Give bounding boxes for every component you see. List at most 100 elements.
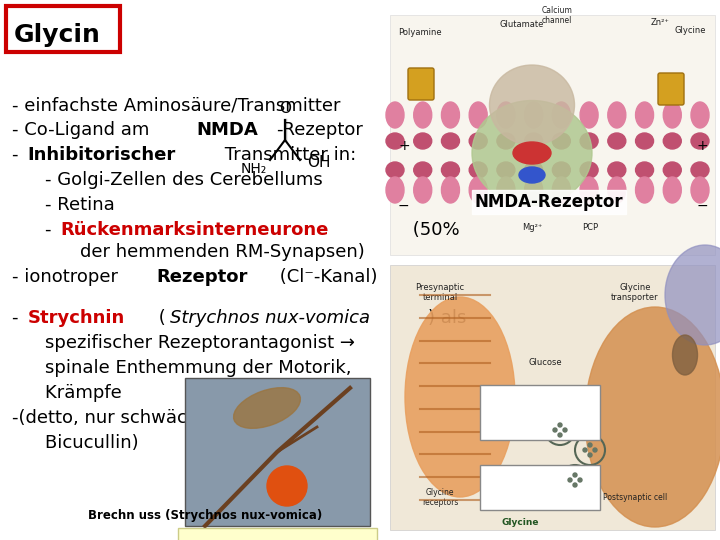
- Text: Glycin: Glycin: [14, 23, 101, 47]
- Ellipse shape: [636, 162, 654, 178]
- Text: -: -: [45, 221, 58, 239]
- Ellipse shape: [469, 162, 487, 178]
- Ellipse shape: [608, 102, 626, 128]
- Ellipse shape: [525, 102, 543, 128]
- Ellipse shape: [519, 167, 545, 183]
- Ellipse shape: [441, 133, 459, 149]
- Ellipse shape: [578, 478, 582, 482]
- Bar: [185, 378, 370, 526]
- Text: Polyamine: Polyamine: [398, 28, 442, 37]
- Ellipse shape: [593, 448, 597, 452]
- Text: - ionotroper: - ionotroper: [12, 268, 124, 286]
- Text: -: -: [12, 146, 24, 164]
- Text: NMDA-Rezeptor: NMDA-Rezeptor: [474, 193, 623, 211]
- Ellipse shape: [490, 65, 575, 145]
- Ellipse shape: [497, 177, 515, 203]
- Ellipse shape: [608, 177, 626, 203]
- Ellipse shape: [233, 388, 300, 428]
- Ellipse shape: [414, 162, 432, 178]
- Ellipse shape: [568, 478, 572, 482]
- Ellipse shape: [608, 133, 626, 149]
- Ellipse shape: [441, 162, 459, 178]
- Text: +: +: [697, 139, 708, 153]
- Ellipse shape: [414, 133, 432, 149]
- Ellipse shape: [552, 162, 570, 178]
- Ellipse shape: [405, 297, 515, 497]
- Text: −: −: [697, 199, 708, 213]
- Text: Strychnos nux-vomica: Strychnos nux-vomica: [170, 309, 370, 327]
- Ellipse shape: [441, 102, 459, 128]
- Bar: [480, 385, 600, 440]
- Ellipse shape: [580, 162, 598, 178]
- Bar: [390, 15, 715, 255]
- Text: Inhibitorischer: Inhibitorischer: [28, 146, 176, 164]
- Ellipse shape: [553, 428, 557, 432]
- Text: Postsynaptic cell: Postsynaptic cell: [603, 493, 667, 502]
- Text: Rückenmarksinterneurone: Rückenmarksinterneurone: [60, 221, 329, 239]
- Text: OH: OH: [307, 155, 330, 170]
- Ellipse shape: [497, 133, 515, 149]
- Ellipse shape: [573, 473, 577, 477]
- Text: - Co-Ligand am: - Co-Ligand am: [12, 121, 155, 139]
- Ellipse shape: [563, 428, 567, 432]
- Ellipse shape: [525, 133, 543, 149]
- Text: Glycine: Glycine: [480, 473, 511, 482]
- Text: Mg²⁺: Mg²⁺: [522, 223, 542, 232]
- Ellipse shape: [583, 448, 587, 452]
- Ellipse shape: [513, 142, 551, 164]
- FancyBboxPatch shape: [658, 73, 684, 105]
- Text: NH₂: NH₂: [240, 162, 267, 176]
- Ellipse shape: [691, 133, 709, 149]
- Text: - Golgi-Zellen des Cerebellums: - Golgi-Zellen des Cerebellums: [45, 171, 323, 189]
- Ellipse shape: [386, 133, 404, 149]
- Text: der hemmenden RM-Synapsen): der hemmenden RM-Synapsen): [80, 243, 365, 261]
- Bar: [390, 265, 715, 530]
- Text: Strychnin: Strychnin: [28, 309, 125, 327]
- Ellipse shape: [588, 443, 592, 447]
- Ellipse shape: [636, 133, 654, 149]
- Ellipse shape: [386, 102, 404, 128]
- Text: Bicucullin): Bicucullin): [22, 434, 139, 452]
- Ellipse shape: [691, 162, 709, 178]
- Text: (Cl⁻-Kanal): (Cl⁻-Kanal): [274, 268, 377, 286]
- Ellipse shape: [497, 102, 515, 128]
- Ellipse shape: [414, 102, 432, 128]
- Ellipse shape: [580, 177, 598, 203]
- Text: spinale Enthemmung der Motorik,: spinale Enthemmung der Motorik,: [22, 359, 351, 377]
- Ellipse shape: [552, 177, 570, 203]
- Text: Glycine
receptors: Glycine receptors: [422, 488, 458, 507]
- Ellipse shape: [573, 483, 577, 487]
- Text: Transmitter in:: Transmitter in:: [219, 146, 356, 164]
- Text: Serine: Serine: [480, 403, 507, 412]
- Ellipse shape: [636, 177, 654, 203]
- Text: (: (: [153, 309, 166, 327]
- Ellipse shape: [585, 307, 720, 527]
- Ellipse shape: [497, 162, 515, 178]
- Ellipse shape: [691, 177, 709, 203]
- Ellipse shape: [558, 423, 562, 427]
- Bar: [480, 465, 600, 510]
- Ellipse shape: [441, 177, 459, 203]
- Text: Glutamate: Glutamate: [500, 20, 544, 29]
- Text: NMDA: NMDA: [197, 121, 258, 139]
- Text: - Retina: - Retina: [45, 196, 114, 214]
- Text: Glycine: Glycine: [674, 26, 706, 35]
- Text: Calcium
channel: Calcium channel: [541, 5, 572, 25]
- Text: Brechn uss (Strychnos nux-vomica): Brechn uss (Strychnos nux-vomica): [88, 510, 322, 523]
- Ellipse shape: [267, 466, 307, 506]
- Text: O: O: [279, 101, 291, 116]
- Ellipse shape: [469, 102, 487, 128]
- Text: - einfachste Aminosäure/Transmitter: - einfachste Aminosäure/Transmitter: [12, 96, 341, 114]
- Text: ) als: ) als: [428, 309, 466, 327]
- Text: Krämpfe: Krämpfe: [22, 384, 122, 402]
- Text: Zn²⁺: Zn²⁺: [651, 18, 670, 27]
- Ellipse shape: [558, 433, 562, 437]
- Ellipse shape: [386, 162, 404, 178]
- Text: Presynaptic
terminal: Presynaptic terminal: [415, 283, 464, 302]
- FancyBboxPatch shape: [178, 528, 377, 540]
- FancyBboxPatch shape: [6, 6, 120, 52]
- Ellipse shape: [665, 245, 720, 345]
- Text: Glycine: Glycine: [501, 518, 539, 527]
- Ellipse shape: [663, 133, 681, 149]
- Text: −: −: [398, 199, 410, 213]
